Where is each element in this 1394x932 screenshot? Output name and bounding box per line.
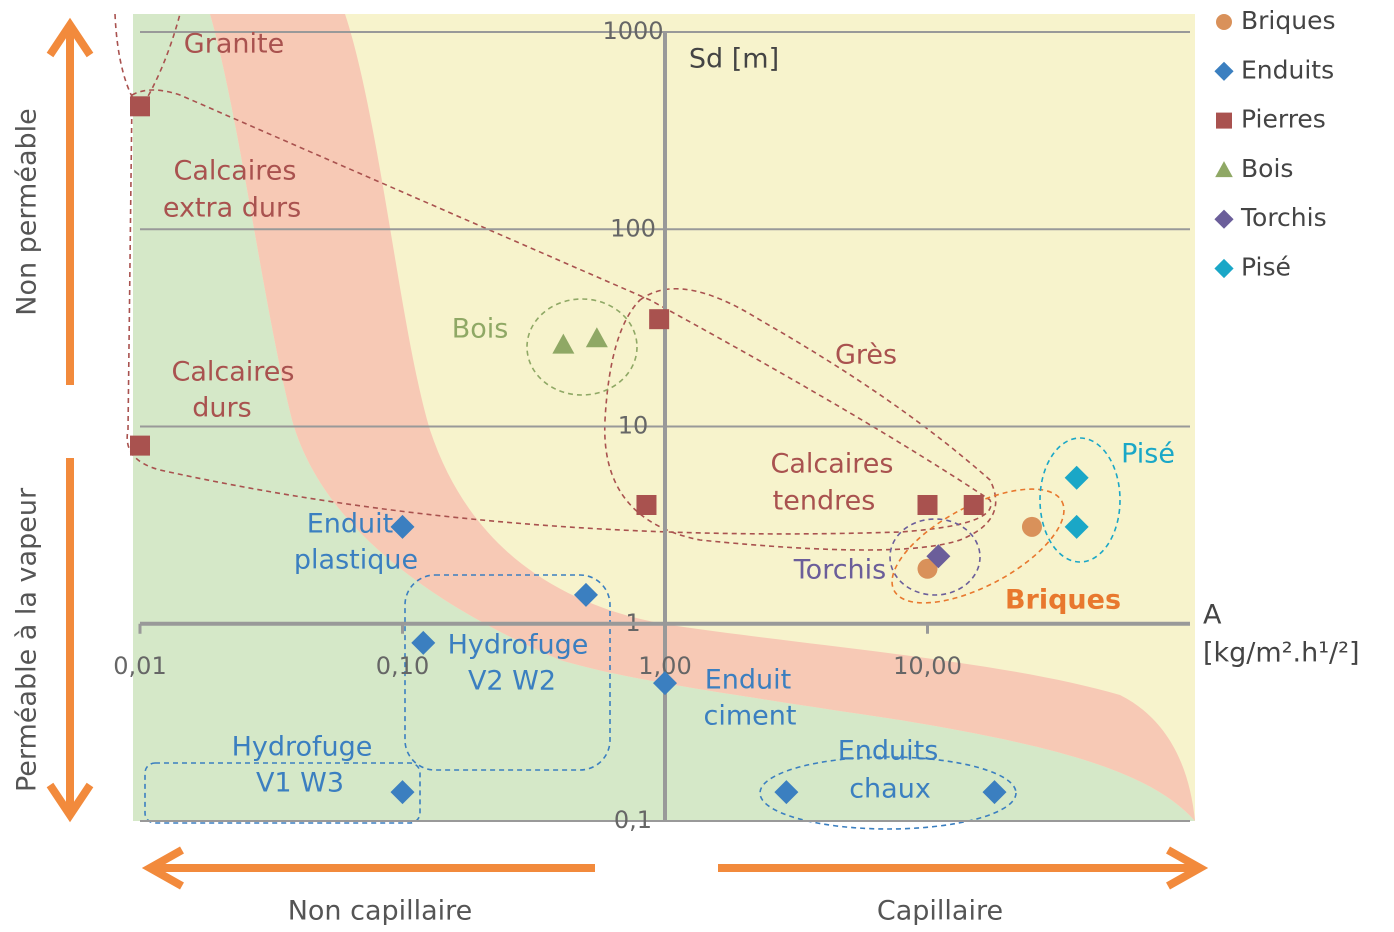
annotation: Briques: [1005, 585, 1121, 616]
x-tick-label: 0,01: [113, 652, 166, 680]
point: [390, 780, 415, 805]
x-tick-label: 0,10: [376, 652, 429, 680]
point: [636, 494, 657, 515]
annotation: Enduit: [705, 665, 792, 696]
arrow-right: [718, 846, 1209, 890]
y-tick-label: 0,1: [614, 806, 652, 834]
legend-marker: [1216, 14, 1232, 30]
side-label: Perméable à la vapeur: [12, 487, 43, 792]
annotation: Enduit: [307, 509, 394, 540]
point: [917, 558, 938, 579]
annotation: Calcaires: [174, 156, 297, 187]
annotation: V1 W3: [256, 768, 344, 799]
bois-outline: [526, 298, 638, 396]
point: [573, 582, 598, 607]
chaux-outline: [759, 756, 1017, 830]
legend-marker: [1214, 258, 1234, 279]
point: [982, 780, 1007, 805]
annotation: ciment: [704, 701, 797, 732]
annotation: Hydrofuge: [448, 630, 589, 661]
x-tick-label: 10,00: [893, 652, 962, 680]
marks: [130, 96, 1089, 805]
annotation: Enduits: [838, 736, 939, 767]
annotation: plastique: [294, 545, 418, 576]
point: [963, 494, 984, 515]
side-label: Non perméable: [12, 108, 43, 316]
annotation: Calcaires: [771, 449, 894, 480]
annotation: extra durs: [163, 193, 301, 224]
y-tick-label: 1000: [602, 17, 663, 45]
annotation: V2 W2: [468, 666, 556, 697]
y-axis-label: Sd [m]: [689, 44, 779, 75]
legend-label: Torchis: [1240, 203, 1327, 232]
legend: Briques Enduits Pierres Bois Torchis Pisé: [1214, 6, 1336, 282]
point: [917, 494, 938, 515]
v1w3-outline: [144, 762, 421, 824]
arrow-left: [141, 846, 595, 890]
annotation: durs: [192, 393, 251, 424]
legend-marker: [1215, 161, 1233, 178]
annotations: Granite Calcaires extra durs Calcaires d…: [163, 29, 1175, 805]
point: [774, 780, 799, 805]
annotation: Hydrofuge: [232, 732, 373, 763]
point: [926, 544, 951, 569]
point: [552, 333, 575, 354]
bottom-label: Non capillaire: [288, 896, 473, 927]
point: [1064, 514, 1089, 539]
point: [1064, 465, 1089, 490]
annotation: Pisé: [1121, 439, 1175, 470]
point: [411, 630, 436, 655]
point: [130, 96, 150, 117]
annotation: tendres: [773, 486, 876, 517]
briques-outline: [891, 488, 1065, 604]
legend-label: Bois: [1241, 154, 1293, 183]
y-tick-label: 10: [618, 412, 649, 440]
pise-outline: [1039, 437, 1121, 563]
point: [1021, 516, 1042, 537]
point: [649, 309, 670, 330]
legend-label: Pisé: [1241, 253, 1291, 282]
point: [130, 435, 150, 456]
annotation: Granite: [184, 29, 284, 60]
point: [390, 514, 415, 539]
point: [585, 327, 608, 348]
legend-label: Enduits: [1241, 55, 1334, 84]
legend-label: Pierres: [1241, 105, 1326, 134]
v2w2-outline: [404, 574, 611, 771]
arrow-down: [46, 458, 94, 823]
annotation: Bois: [452, 314, 509, 345]
legend-label: Briques: [1241, 6, 1336, 35]
legend-marker: [1216, 112, 1232, 129]
x-axis-label: [kg/m².h¹/²]: [1203, 638, 1360, 669]
legend-marker: [1214, 61, 1234, 81]
annotation: Grès: [835, 340, 897, 371]
x-axis-label: A: [1203, 600, 1222, 631]
annotation: Torchis: [793, 555, 886, 586]
side-arrows: [46, 17, 1209, 890]
arrow-up: [46, 17, 94, 385]
gres-outline: [604, 288, 997, 551]
non-capillary-zone: [133, 14, 1195, 821]
torchis-outline: [889, 518, 981, 596]
y-tick-label: 100: [610, 214, 656, 242]
calcaires-outline: [126, 89, 992, 535]
annotation: Calcaires: [172, 357, 295, 388]
bottom-label: Capillaire: [877, 896, 1003, 927]
transition-band: [210, 14, 1195, 821]
annotation: chaux: [849, 774, 931, 805]
legend-marker: [1214, 209, 1234, 229]
point: [653, 671, 677, 696]
